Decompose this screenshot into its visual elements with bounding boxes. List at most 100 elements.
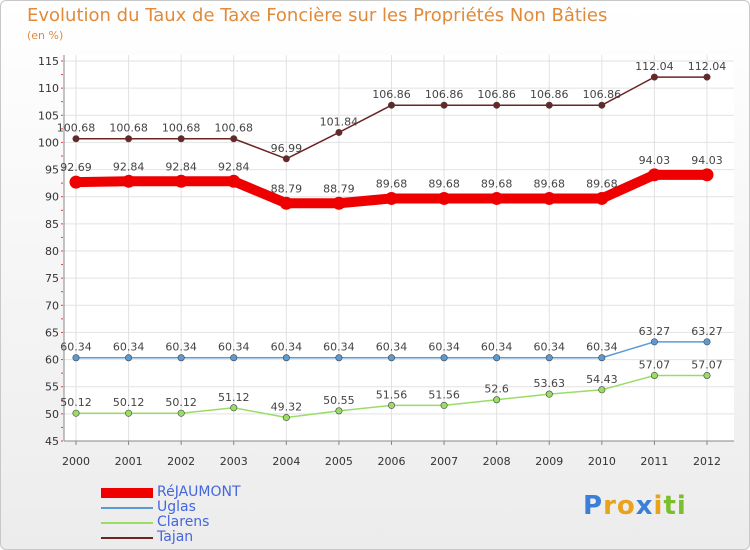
data-label: 63.27 — [639, 325, 671, 338]
y-tick-label: 110 — [38, 82, 59, 95]
x-tick-label: 2011 — [640, 455, 668, 468]
data-point — [125, 135, 133, 143]
data-label: 54.43 — [586, 373, 618, 386]
logo-letter: o — [616, 491, 636, 521]
y-tick-label: 90 — [45, 191, 59, 204]
data-point — [279, 196, 293, 210]
data-point — [282, 354, 290, 362]
logo-letter: P — [583, 491, 604, 521]
y-tick-label: 75 — [45, 272, 59, 285]
data-point — [69, 175, 83, 189]
data-label: 92.69 — [60, 161, 92, 174]
data-label: 51.12 — [218, 391, 250, 404]
data-label: 100.68 — [215, 122, 254, 135]
data-point — [493, 354, 501, 362]
logo-letter: i — [676, 491, 687, 521]
data-point — [332, 196, 346, 210]
data-label: 50.12 — [165, 396, 197, 409]
legend-label: Uglas — [157, 499, 196, 515]
data-label: 60.34 — [428, 341, 460, 354]
data-label: 89.68 — [428, 177, 460, 190]
data-label: 50.55 — [323, 394, 355, 407]
data-point — [440, 354, 448, 362]
x-tick-label: 2003 — [220, 455, 248, 468]
data-label: 96.99 — [271, 142, 303, 155]
x-tick-label: 2001 — [115, 455, 143, 468]
x-tick-label: 2012 — [693, 455, 721, 468]
data-label: 88.79 — [271, 182, 303, 195]
data-point — [598, 354, 606, 362]
data-label: 100.68 — [109, 122, 148, 135]
data-point — [387, 354, 395, 362]
data-label: 63.27 — [691, 325, 723, 338]
data-point — [72, 135, 80, 143]
data-label: 60.34 — [376, 341, 408, 354]
data-point — [230, 404, 238, 412]
data-point — [542, 191, 556, 205]
data-label: 100.68 — [162, 122, 201, 135]
data-point — [437, 191, 451, 205]
data-point — [493, 396, 501, 404]
legend-label: Tajan — [157, 529, 194, 545]
data-point — [595, 191, 609, 205]
data-point — [227, 174, 241, 188]
data-point — [545, 390, 553, 398]
data-label: 57.07 — [639, 358, 671, 371]
x-tick-label: 2005 — [325, 455, 353, 468]
legend-swatch — [101, 522, 153, 524]
data-label: 106.86 — [425, 88, 464, 101]
data-point — [122, 174, 136, 188]
data-label: 57.07 — [691, 358, 723, 371]
x-tick-label: 2007 — [430, 455, 458, 468]
y-tick-label: 55 — [45, 381, 59, 394]
data-label: 60.34 — [113, 341, 145, 354]
data-point — [650, 338, 658, 346]
data-label: 112.04 — [688, 60, 727, 73]
data-point — [545, 101, 553, 109]
data-point — [598, 101, 606, 109]
data-point — [650, 371, 658, 379]
x-tick-label: 2004 — [272, 455, 300, 468]
data-point — [174, 174, 188, 188]
data-label: 106.86 — [477, 88, 516, 101]
data-label: 60.34 — [323, 341, 355, 354]
legend-label: RéJAUMONT — [157, 484, 241, 500]
data-label: 50.12 — [113, 396, 145, 409]
data-point — [177, 354, 185, 362]
data-label: 106.86 — [530, 88, 569, 101]
legend-swatch — [101, 507, 153, 509]
y-tick-label: 60 — [45, 354, 59, 367]
x-tick-label: 2006 — [378, 455, 406, 468]
y-tick-label: 115 — [38, 55, 59, 68]
data-point — [282, 155, 290, 163]
data-point — [387, 401, 395, 409]
data-label: 50.12 — [60, 396, 92, 409]
logo-letter: r — [603, 491, 617, 521]
data-label: 53.63 — [534, 377, 566, 390]
data-label: 106.86 — [583, 88, 622, 101]
data-point — [335, 407, 343, 415]
y-tick-label: 70 — [45, 299, 59, 312]
data-label: 51.56 — [376, 388, 408, 401]
x-tick-label: 2000 — [62, 455, 90, 468]
data-label: 60.34 — [586, 341, 618, 354]
data-point — [125, 409, 133, 417]
y-tick-label: 100 — [38, 136, 59, 149]
data-label: 106.86 — [372, 88, 411, 101]
data-label: 60.34 — [60, 341, 92, 354]
y-tick-label: 95 — [45, 164, 59, 177]
data-point — [647, 168, 661, 182]
chart-title: Evolution du Taux de Taxe Foncière sur l… — [27, 5, 608, 26]
data-label: 94.03 — [691, 154, 723, 167]
legend-label: Clarens — [157, 514, 210, 530]
data-label: 60.34 — [218, 341, 250, 354]
data-point — [703, 73, 711, 81]
data-point — [282, 414, 290, 422]
data-point — [230, 354, 238, 362]
data-point — [490, 191, 504, 205]
data-point — [703, 338, 711, 346]
logo-letter: i — [653, 491, 664, 521]
data-label: 60.34 — [165, 341, 197, 354]
data-label: 100.68 — [57, 122, 96, 135]
